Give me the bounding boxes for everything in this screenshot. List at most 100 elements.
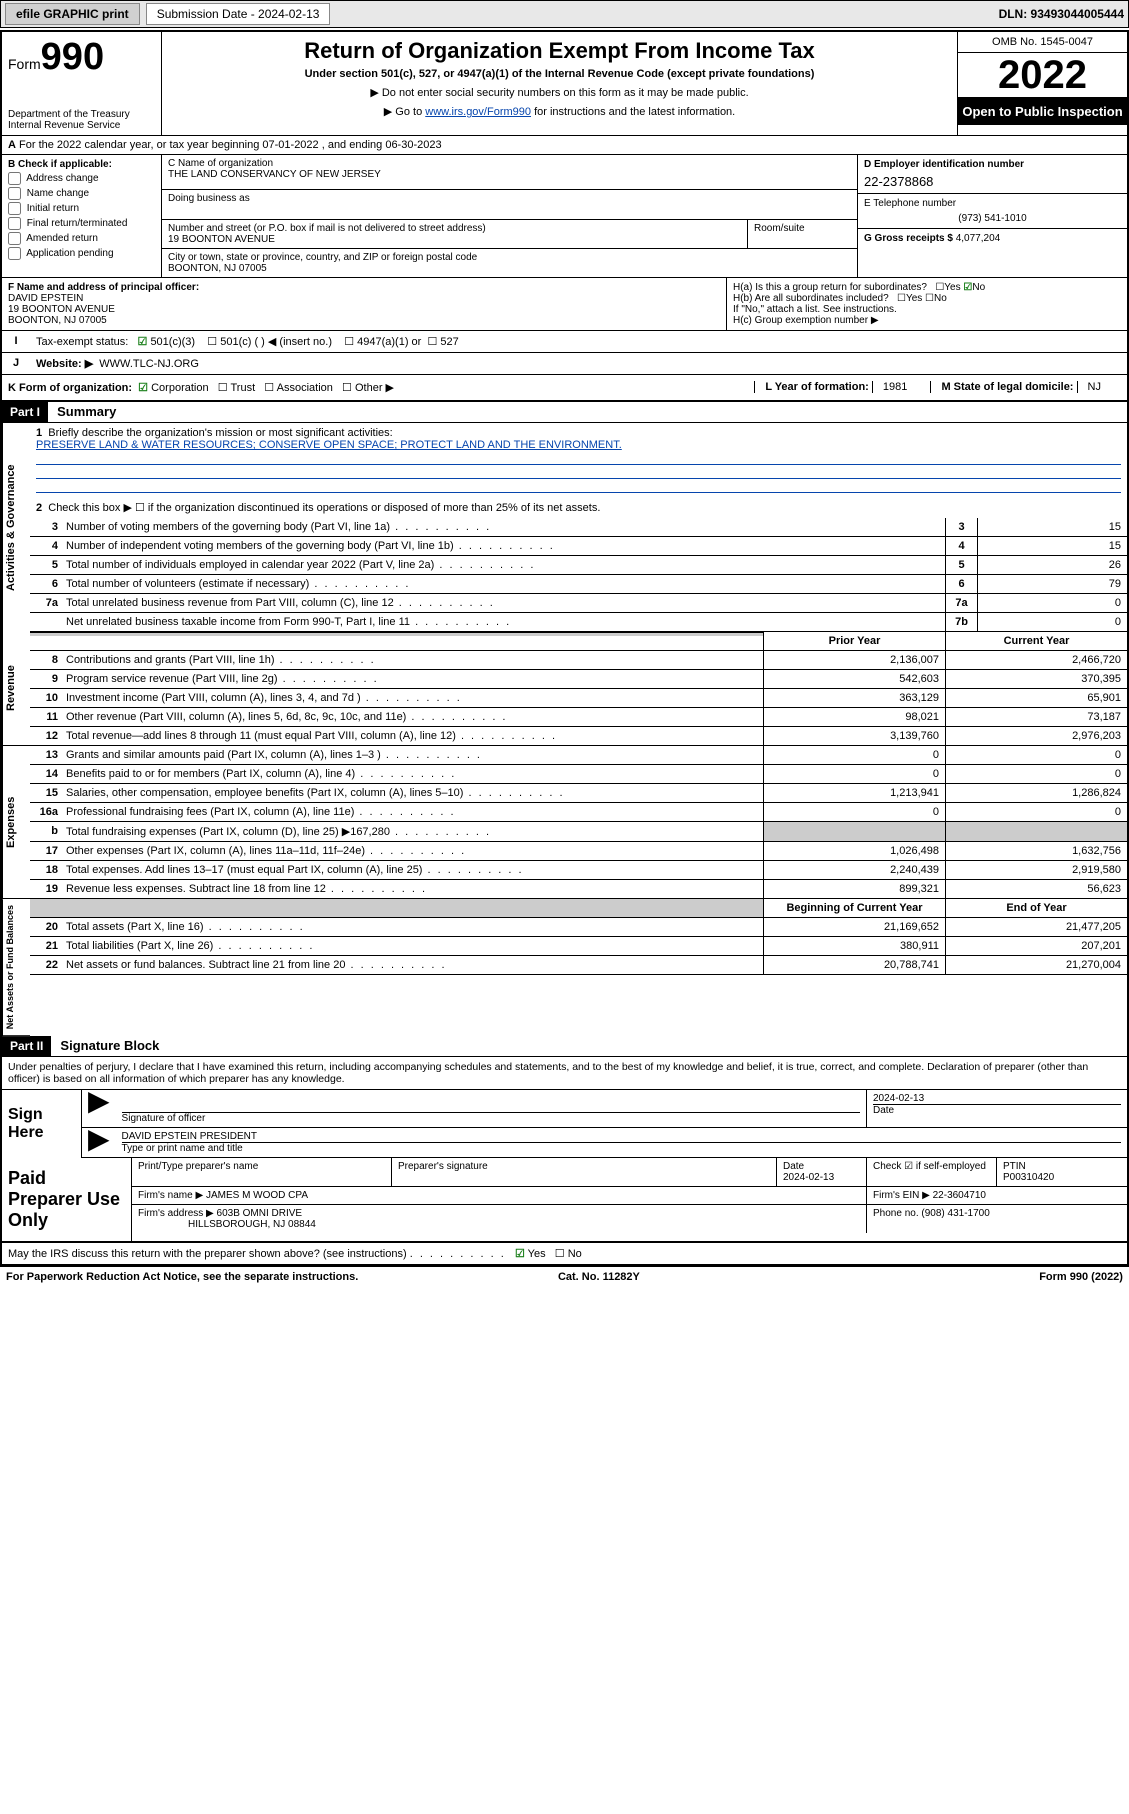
line-text: Number of voting members of the governin… [62,518,945,536]
line-text: Program service revenue (Part VIII, line… [62,670,763,688]
gov-line-7a: 7a Total unrelated business revenue from… [30,594,1127,613]
header-right: OMB No. 1545-0047 2022 Open to Public In… [957,32,1127,135]
prior-value: 98,021 [763,708,945,726]
line-num: 10 [30,689,62,707]
revenue-col-header: Prior Year Current Year [30,632,1127,651]
opt-corp[interactable]: Corporation [151,382,208,394]
line-num: 20 [30,918,62,936]
open-to-public: Open to Public Inspection [958,98,1127,125]
opt-other[interactable]: Other ▶ [355,382,394,394]
line-text: Total revenue—add lines 8 through 11 (mu… [62,727,763,745]
sign-here-block: Sign Here ▶ Signature of officer 2024-02… [2,1090,1127,1158]
hdr-current-year: Current Year [945,632,1127,650]
line-num: 4 [30,537,62,555]
form-title: Return of Organization Exempt From Incom… [170,38,949,64]
vtab-governance: Activities & Governance [2,423,30,632]
paperwork-notice: For Paperwork Reduction Act Notice, see … [6,1271,358,1283]
tax-exempt-status: Tax-exempt status: ☑ 501(c)(3) ☐ 501(c) … [30,331,1127,352]
officer-name-field: DAVID EPSTEIN PRESIDENT Type or print na… [116,1128,1127,1157]
box-c: C Name of organization THE LAND CONSERVA… [162,155,857,277]
chk-final-return[interactable]: Final return/terminated [8,217,155,230]
vtab-expenses: Expenses [2,746,30,899]
efile-print-button[interactable]: efile GRAPHIC print [5,3,140,25]
line-text: Professional fundraising fees (Part IX, … [62,803,763,821]
chk-initial-return[interactable]: Initial return [8,202,155,215]
website-row: Website: ▶ WWW.TLC-NJ.ORG [30,353,1127,374]
j-label: J [2,353,30,374]
signature-field[interactable]: Signature of officer [116,1090,867,1127]
blank-line [36,451,1121,465]
opt-trust[interactable]: Trust [230,382,255,394]
part2-header: Part II Signature Block [2,1036,1127,1057]
top-bar: efile GRAPHIC print Submission Date - 20… [0,0,1129,28]
k-label: K Form of organization: [8,382,132,394]
line-22: 22 Net assets or fund balances. Subtract… [30,956,1127,975]
irs-link[interactable]: www.irs.gov/Form990 [425,106,531,118]
opt-501c3[interactable]: 501(c)(3) [150,336,195,348]
chk-name-change[interactable]: Name change [8,187,155,200]
prior-value: 363,129 [763,689,945,707]
sig-row-1: ▶ Signature of officer 2024-02-13 Date [82,1090,1127,1128]
line-num: 21 [30,937,62,955]
opt-4947[interactable]: 4947(a)(1) or [357,336,421,348]
line-val: 0 [977,594,1127,612]
form-number: Form990 [8,36,155,79]
line-text: Investment income (Part VIII, column (A)… [62,689,763,707]
form-subtitle: Under section 501(c), 527, or 4947(a)(1)… [170,68,949,80]
chk-address-change[interactable]: Address change [8,172,155,185]
prior-value: 0 [763,803,945,821]
opt-assoc[interactable]: Association [277,382,333,394]
line-15: 15 Salaries, other compensation, employe… [30,784,1127,803]
line-num: b [30,822,62,841]
firm-ein: 22-3604710 [933,1190,986,1201]
line-19: 19 Revenue less expenses. Subtract line … [30,880,1127,899]
current-value: 1,632,756 [945,842,1127,860]
dln: DLN: 93493044005444 [999,7,1124,21]
gov-line-7b: Net unrelated business taxable income fr… [30,613,1127,632]
line-18: 18 Total expenses. Add lines 13–17 (must… [30,861,1127,880]
line-14: 14 Benefits paid to or for members (Part… [30,765,1127,784]
m-label: M State of legal domicile: [941,381,1073,393]
line-num: 9 [30,670,62,688]
chk-amended-return[interactable]: Amended return [8,232,155,245]
gov-line-6: 6 Total number of volunteers (estimate i… [30,575,1127,594]
line-num: 11 [30,708,62,726]
line-text: Other revenue (Part VIII, column (A), li… [62,708,763,726]
firm-addr2: HILLSBOROUGH, NJ 08844 [188,1219,316,1230]
sig-date-cell: 2024-02-13 Date [867,1090,1127,1127]
current-value: 2,466,720 [945,651,1127,669]
opt-501c[interactable]: 501(c) ( ) ◀ (insert no.) [220,336,332,348]
line-num: 15 [30,784,62,802]
line-text: Total fundraising expenses (Part IX, col… [62,822,763,841]
prep-h-date: Date2024-02-13 [777,1158,867,1186]
h-a: H(a) Is this a group return for subordin… [733,282,1121,293]
box-b-title: B Check if applicable: [8,159,155,170]
city-state-zip: BOONTON, NJ 07005 [168,263,851,274]
line-num: 6 [30,575,62,593]
tel-value: (973) 541-1010 [864,213,1121,224]
telephone-cell: E Telephone number (973) 541-1010 [858,194,1127,229]
vtab-revenue: Revenue [2,632,30,746]
city-cell: City or town, state or province, country… [162,249,857,277]
netassets-col-header: Beginning of Current Year End of Year [30,899,1127,918]
prior-value: 0 [763,746,945,764]
org-name: THE LAND CONSERVANCY OF NEW JERSEY [168,169,851,180]
gov-line-3: 3 Number of voting members of the govern… [30,518,1127,537]
current-value: 1,286,824 [945,784,1127,802]
q2-text: Check this box ▶ ☐ if the organization d… [48,502,600,514]
line-text: Total number of individuals employed in … [62,556,945,574]
part2-title: Signature Block [60,1038,159,1053]
blank-line [36,465,1121,479]
year-formation: 1981 [872,381,917,393]
prior-value: 542,603 [763,670,945,688]
officer-addr1: 19 BOONTON AVENUE [8,304,115,315]
submission-date: Submission Date - 2024-02-13 [146,3,331,25]
prep-date-value: 2024-02-13 [783,1172,834,1183]
ptin-value: P00310420 [1003,1172,1054,1183]
dba-label: Doing business as [168,193,851,204]
line-text: Revenue less expenses. Subtract line 18 … [62,880,763,898]
chk-application-pending[interactable]: Application pending [8,247,155,260]
line-num [30,613,62,631]
opt-527[interactable]: 527 [440,336,458,348]
note2-post: for instructions and the latest informat… [531,106,735,118]
